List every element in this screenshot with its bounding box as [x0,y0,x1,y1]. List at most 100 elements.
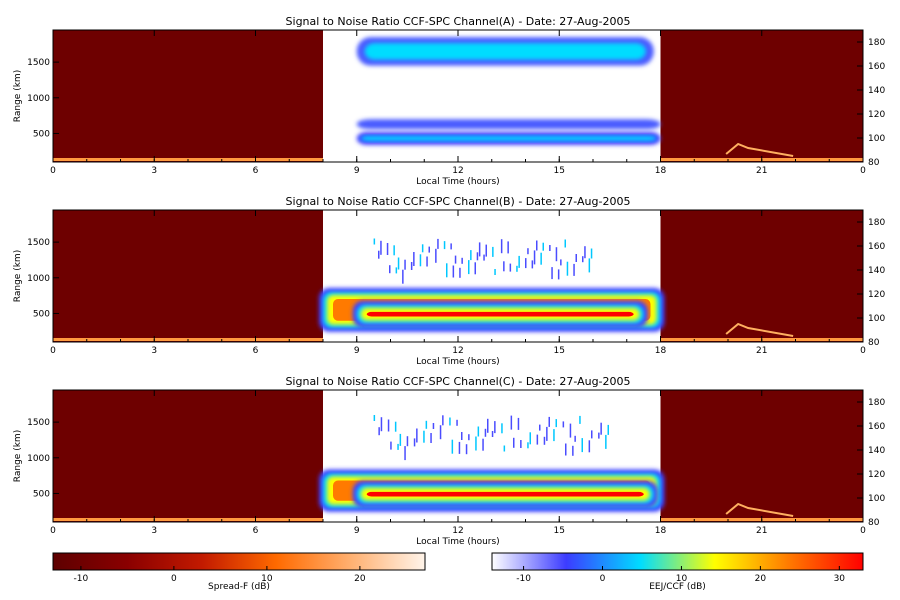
echo-speckle [536,434,539,445]
echo-speckle [470,250,472,261]
x-tick-label: 21 [756,346,767,356]
y-tick-label-right: 180 [868,218,885,228]
echo-speckle [492,246,494,257]
echo-speckle [446,263,448,278]
echo-speckle [551,267,553,280]
echo-speckle [404,259,406,270]
echo-speckle [483,254,485,261]
echo-speckle [419,254,422,267]
echo-speckle [454,255,457,264]
echo-halo [356,119,661,130]
echo-speckle [437,238,439,249]
echo-speckle [386,243,389,255]
echo-speckle [542,242,544,251]
x-tick-label: 9 [354,166,360,176]
panel-b: Signal to Noise Ratio CCF-SPC Channel(B)… [13,195,885,367]
echo-speckle [389,265,391,274]
x-tick-label: 6 [253,346,259,356]
x-tick-label: 6 [253,166,259,176]
echo-speckle [527,248,529,255]
y-tick-label-left: 1000 [27,274,50,284]
y-tick-label-right: 120 [868,110,885,120]
echo-speckle [482,438,484,451]
echo-speckle [518,255,520,268]
x-axis-label: Local Time (hours) [416,537,499,547]
y-tick-label-right: 120 [868,290,885,300]
echo-speckle [387,419,390,432]
x-tick-label: 0 [860,346,866,356]
echo-speckle [432,423,435,429]
y-tick-label-right: 80 [868,338,880,348]
echo-speckle [536,240,538,251]
y-tick-label-right: 180 [868,38,885,48]
echo-speckle [507,241,509,254]
echo-speckle [450,243,452,250]
echo-speckle [378,250,380,259]
echo-speckle [413,252,415,266]
y-tick-label-left: 1000 [27,454,50,464]
echo-speckle [553,429,555,442]
colorbar-tick-label: 10 [261,574,273,584]
echo-speckle [373,415,376,421]
x-axis-label: Local Time (hours) [416,357,499,367]
x-tick-label: 0 [860,166,866,176]
echo-speckle [406,436,409,447]
colorbar-tick-label: -10 [516,574,531,584]
echo-speckle [394,421,397,432]
echo-speckle [562,421,565,428]
x-tick-label: 3 [151,166,157,176]
echo-speckle [421,244,424,253]
echo-speckle [549,245,551,251]
y-tick-label-left: 500 [33,129,50,139]
y-axis-label: Range (km) [13,70,23,122]
echo-speckle [579,415,581,424]
x-axis-label: Local Time (hours) [416,177,499,187]
echo-speckle [459,267,461,278]
echo-speckle [439,425,442,440]
y-tick-label-right: 140 [868,446,885,456]
colorbar-eej-ccf: -10 0 10 20 30 EEJ/CCF (dB) [491,552,864,592]
x-tick-label: 9 [354,346,360,356]
x-tick-label: 0 [50,526,56,536]
x-tick-label: 6 [253,526,259,536]
y-tick-label-right: 80 [868,158,880,168]
y-tick-label-right: 120 [868,470,885,480]
night-region [660,30,863,162]
night-region [53,210,323,342]
colorbar-tick-label: 0 [600,574,606,584]
echo-speckle [500,239,503,254]
echo-speckle [531,260,534,269]
echo-speckle [555,247,558,262]
echo-speckle [426,256,428,267]
echo-speckle [607,424,609,435]
echo-speckle [474,262,476,275]
echo-speckle [543,436,546,445]
x-tick-label: 0 [50,346,56,356]
night-echo-trace [725,502,794,517]
echo-speckle [560,259,562,266]
echo-speckle [517,417,520,430]
echo-speckle [477,426,480,437]
echo-speckle [443,241,446,250]
echo-speckle [572,445,574,456]
colorbar-tick-label: 10 [676,574,688,584]
echo-speckle [397,257,400,270]
colorbar-strip [491,552,864,571]
echo-speckle [373,238,376,245]
night-region [53,30,323,162]
x-tick-label: 3 [151,346,157,356]
y-tick-label-left: 500 [33,309,50,319]
night-region [53,390,323,522]
echo-speckle [485,244,487,257]
echo-layer [366,311,634,317]
echo-speckle [539,424,541,431]
echo-speckle [461,257,463,264]
echo-speckle [509,263,512,272]
echo-speckle [510,415,513,430]
echo-speckle [452,265,455,278]
y-tick-label-left: 500 [33,489,50,499]
echo-speckle [557,269,560,280]
echo-speckle [468,260,470,275]
echo-speckle [416,428,418,443]
